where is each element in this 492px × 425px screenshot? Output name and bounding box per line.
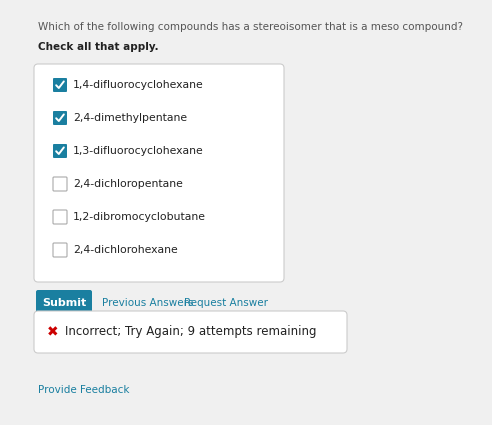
FancyBboxPatch shape xyxy=(53,111,67,125)
Text: 1,2-dibromocyclobutane: 1,2-dibromocyclobutane xyxy=(73,212,206,222)
FancyBboxPatch shape xyxy=(34,64,284,282)
Text: Which of the following compounds has a stereoisomer that is a meso compound?: Which of the following compounds has a s… xyxy=(38,22,463,32)
Text: Check all that apply.: Check all that apply. xyxy=(38,42,158,52)
Text: ✖: ✖ xyxy=(47,325,59,339)
FancyBboxPatch shape xyxy=(53,243,67,257)
Text: Previous Answers: Previous Answers xyxy=(102,298,193,308)
Text: 2,4-dichlorohexane: 2,4-dichlorohexane xyxy=(73,245,178,255)
Text: 2,4-dichloropentane: 2,4-dichloropentane xyxy=(73,179,183,189)
Text: 1,3-difluorocyclohexane: 1,3-difluorocyclohexane xyxy=(73,146,204,156)
Text: 2,4-dimethylpentane: 2,4-dimethylpentane xyxy=(73,113,187,123)
FancyBboxPatch shape xyxy=(34,311,347,353)
Text: Submit: Submit xyxy=(42,298,86,308)
Text: Incorrect; Try Again; 9 attempts remaining: Incorrect; Try Again; 9 attempts remaini… xyxy=(65,326,316,338)
Text: Request Answer: Request Answer xyxy=(184,298,268,308)
Text: 1,4-difluorocyclohexane: 1,4-difluorocyclohexane xyxy=(73,80,204,90)
FancyBboxPatch shape xyxy=(53,177,67,191)
FancyBboxPatch shape xyxy=(36,290,92,315)
FancyBboxPatch shape xyxy=(53,78,67,92)
Text: Provide Feedback: Provide Feedback xyxy=(38,385,129,395)
FancyBboxPatch shape xyxy=(53,144,67,158)
FancyBboxPatch shape xyxy=(53,210,67,224)
